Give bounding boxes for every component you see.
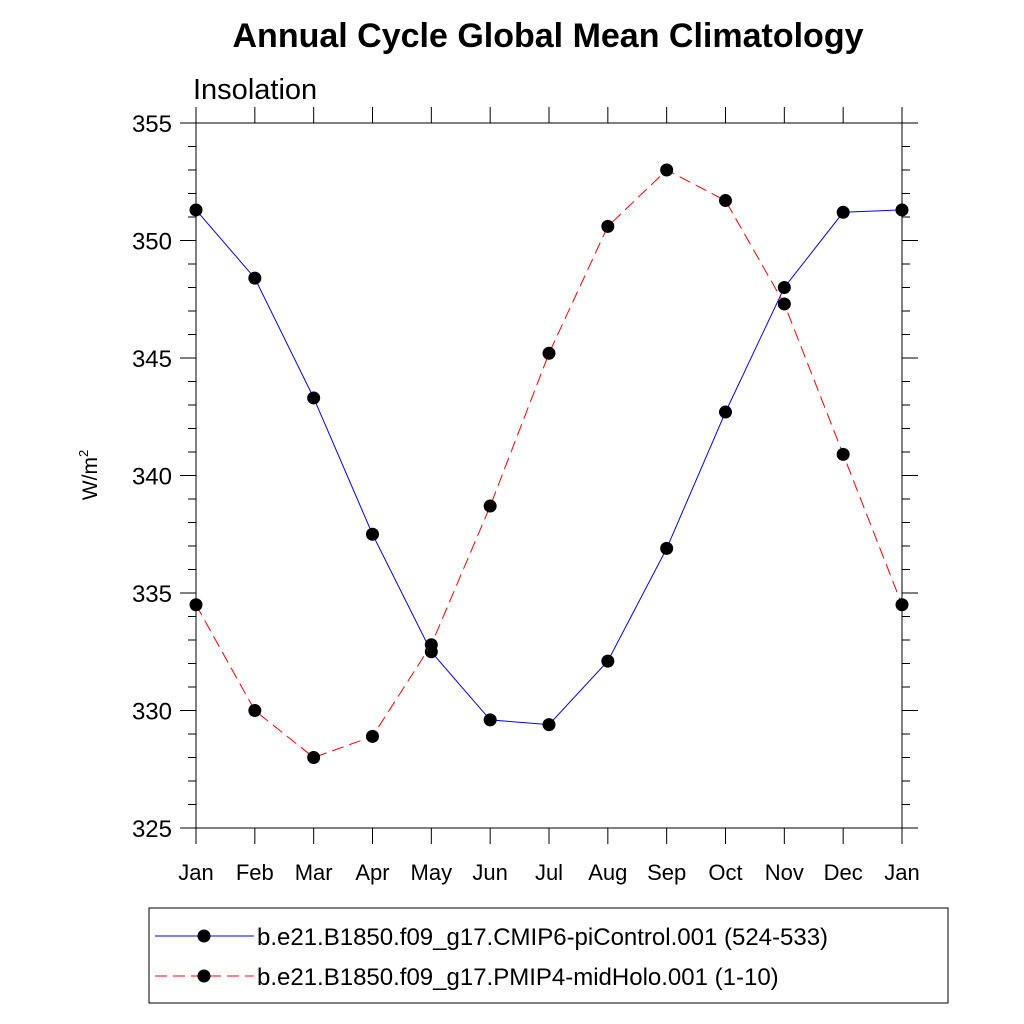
legend-swatch-marker xyxy=(197,969,211,983)
data-point xyxy=(601,219,615,233)
legend-item: b.e21.B1850.f09_g17.PMIP4-midHolo.001 (1… xyxy=(155,964,779,991)
x-tick-label: Jul xyxy=(535,860,563,885)
x-tick-label: Apr xyxy=(355,860,389,885)
chart-subtitle: Insolation xyxy=(193,74,317,106)
x-tick-label: Mar xyxy=(295,860,333,885)
x-tick-label: Feb xyxy=(236,860,274,885)
x-tick-label: Jun xyxy=(472,860,507,885)
data-point xyxy=(895,203,909,217)
series-line xyxy=(195,169,903,759)
y-axis-label-unit: W/m xyxy=(79,457,102,500)
data-point xyxy=(189,598,203,612)
y-axis-label: W/m2 xyxy=(76,450,102,500)
legend-swatch-marker xyxy=(197,929,211,943)
data-point xyxy=(660,163,674,177)
legend-label: b.e21.B1850.f09_g17.CMIP6-piControl.001 … xyxy=(257,924,828,951)
y-tick-label: 350 xyxy=(132,229,172,256)
y-tick-label: 345 xyxy=(132,346,172,373)
series-layer xyxy=(189,163,909,764)
data-point xyxy=(189,203,203,217)
chart-title: Annual Cycle Global Mean Climatology xyxy=(233,17,864,55)
axes: 325 330 335 340 345 350 355 Jan Feb Mar Apr May Jun J… xyxy=(132,107,920,885)
y-tick-label: 330 xyxy=(132,699,172,726)
x-tick-label: Nov xyxy=(765,860,804,885)
data-point xyxy=(777,281,791,294)
x-tick-label: May xyxy=(411,860,453,885)
legend: b.e21.B1850.f09_g17.CMIP6-piControl.001 … xyxy=(148,907,949,1004)
y-tick-label: 355 xyxy=(132,111,172,138)
legend-box xyxy=(148,907,949,1004)
x-tick-label: Oct xyxy=(708,860,742,885)
y-axis-label-exponent: 2 xyxy=(76,450,91,457)
y-tick-label: 325 xyxy=(132,816,172,843)
y-tick-label: 335 xyxy=(132,581,172,608)
data-point xyxy=(836,447,850,461)
data-point xyxy=(719,405,732,419)
data-point xyxy=(483,713,497,727)
y-tick-label: 340 xyxy=(132,464,172,491)
legend-items: b.e21.B1850.f09_g17.CMIP6-piControl.001 … xyxy=(155,924,828,991)
data-point xyxy=(366,527,379,541)
data-point xyxy=(542,718,556,732)
data-point xyxy=(248,704,262,717)
series-2 xyxy=(189,163,909,764)
data-point xyxy=(601,654,615,668)
data-point xyxy=(836,205,850,219)
data-point xyxy=(895,598,909,612)
data-point xyxy=(719,194,732,208)
series-line xyxy=(195,209,903,726)
x-tick-label: Sep xyxy=(647,860,686,885)
data-point xyxy=(424,638,438,652)
data-point xyxy=(307,391,321,405)
data-point xyxy=(483,499,497,513)
data-point xyxy=(777,297,791,311)
x-tick-label: Dec xyxy=(824,860,863,885)
series-1 xyxy=(189,203,909,732)
legend-item: b.e21.B1850.f09_g17.CMIP6-piControl.001 … xyxy=(155,924,828,951)
data-point xyxy=(307,751,321,764)
x-tick-label: Jan xyxy=(884,860,919,885)
x-tick-label: Aug xyxy=(588,860,627,885)
data-point xyxy=(542,346,556,360)
legend-label: b.e21.B1850.f09_g17.PMIP4-midHolo.001 (1… xyxy=(257,964,779,991)
data-point xyxy=(366,729,379,743)
data-point xyxy=(660,541,674,555)
x-tick-label: Jan xyxy=(178,860,213,885)
data-point xyxy=(248,271,262,285)
